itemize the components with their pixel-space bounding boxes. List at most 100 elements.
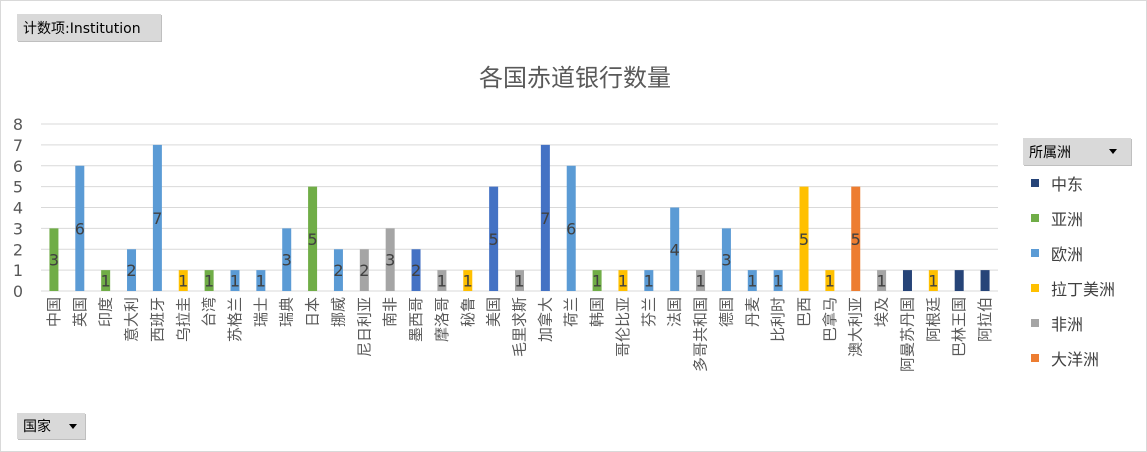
category-field-label: 国家	[23, 419, 51, 435]
x-category-label: 毛里求斯	[511, 297, 529, 357]
bar	[230, 270, 240, 291]
data-label: 1	[256, 272, 266, 291]
data-label: 1	[178, 272, 188, 291]
x-category-label: 美国	[485, 297, 503, 327]
data-label: 1	[928, 272, 938, 291]
data-label: 1	[695, 272, 705, 291]
bar	[592, 270, 602, 291]
data-label: 1	[644, 272, 654, 291]
bar	[928, 270, 938, 291]
x-category-label: 阿拉伯	[976, 297, 994, 342]
value-field-button[interactable]: 计数项:Institution	[17, 14, 161, 41]
data-label: 1	[877, 272, 887, 291]
x-category-label: 法国	[666, 297, 684, 327]
bar	[773, 270, 783, 291]
data-label: 1	[204, 272, 214, 291]
x-category-label: 中国	[45, 297, 63, 327]
x-category-label: 瑞典	[278, 297, 296, 327]
x-category-label: 尼日利亚	[355, 297, 373, 357]
bar	[308, 186, 318, 291]
bar	[540, 144, 550, 291]
bar	[644, 270, 654, 291]
legend-item: 非洲	[1031, 313, 1084, 334]
data-label: 5	[851, 230, 861, 249]
chart-title: 各国赤道银行数量	[479, 64, 671, 92]
bar	[178, 270, 188, 291]
y-tick-label: 3	[13, 219, 23, 238]
data-label: 3	[49, 251, 59, 270]
bar	[851, 186, 861, 291]
legend-item: 大洋洲	[1031, 348, 1100, 369]
data-label: 5	[307, 230, 317, 249]
x-category-label: 挪威	[329, 297, 347, 327]
bar	[747, 270, 757, 291]
legend-field-label: 所属洲	[1029, 144, 1071, 161]
x-category-label: 澳大利亚	[847, 297, 865, 357]
bar	[515, 270, 524, 291]
bar	[566, 165, 576, 291]
bar	[152, 144, 162, 291]
data-label: 1	[437, 272, 447, 291]
data-label: 3	[282, 251, 292, 270]
x-category-label: 乌拉圭	[174, 297, 192, 342]
legend-swatch	[1031, 354, 1039, 362]
bar	[980, 270, 990, 291]
x-category-label: 英国	[71, 297, 89, 327]
x-category-label: 苏格兰	[226, 297, 244, 342]
x-category-label: 日本	[304, 297, 322, 327]
x-category-label: 意大利	[123, 297, 141, 342]
x-category-label: 阿曼苏丹国	[898, 297, 916, 372]
x-category-label: 巴林王国	[950, 297, 968, 357]
bar	[333, 249, 343, 291]
legend-label: 中东	[1051, 175, 1084, 194]
x-category-label: 台湾	[200, 297, 218, 327]
data-label: 2	[126, 261, 136, 280]
bar	[489, 186, 499, 291]
data-label: 1	[230, 272, 240, 291]
bar	[256, 270, 266, 291]
data-label: 1	[514, 272, 524, 291]
legend-field-button[interactable]: 所属洲	[1023, 138, 1131, 165]
y-tick-label: 0	[13, 282, 23, 301]
bar	[282, 228, 292, 291]
legend-label: 非洲	[1051, 315, 1084, 334]
bar	[463, 270, 473, 291]
data-label: 1	[825, 272, 835, 291]
x-category-label: 巴西	[795, 297, 813, 327]
bar	[618, 270, 628, 291]
y-tick-label: 1	[13, 261, 23, 280]
y-tick-label: 7	[13, 136, 23, 155]
data-label: 1	[101, 272, 111, 291]
data-label: 2	[411, 261, 421, 280]
chevron-down-icon[interactable]	[69, 423, 77, 429]
category-field-button[interactable]: 国家	[17, 413, 85, 439]
data-label: 3	[385, 251, 395, 270]
legend-swatch	[1031, 284, 1039, 292]
data-label: 2	[333, 261, 343, 280]
legend-label: 大洋洲	[1051, 350, 1100, 369]
legend-label: 亚洲	[1051, 210, 1084, 229]
x-category-label: 印度	[97, 297, 115, 327]
data-label: 5	[489, 230, 499, 249]
legend-swatch	[1031, 179, 1039, 187]
chevron-down-icon[interactable]	[1109, 149, 1117, 154]
data-label: 6	[566, 219, 576, 238]
x-category-label: 秘鲁	[459, 297, 477, 327]
x-category-label: 西班牙	[148, 297, 166, 342]
x-category-label: 丹麦	[743, 297, 761, 327]
x-category-label: 多哥共和国	[692, 297, 710, 372]
y-tick-label: 2	[13, 240, 23, 259]
data-label: 6	[75, 219, 85, 238]
x-category-label: 墨西哥	[407, 297, 425, 342]
bar	[954, 270, 964, 291]
data-label: 3	[721, 251, 731, 270]
legend-swatch	[1031, 319, 1039, 327]
x-category-label: 比利时	[769, 297, 787, 342]
x-category-label: 南非	[381, 297, 399, 327]
bar	[49, 228, 59, 291]
bar	[670, 207, 680, 291]
data-label: 4	[670, 240, 680, 259]
legend-swatch	[1031, 214, 1039, 222]
bar	[75, 165, 85, 291]
